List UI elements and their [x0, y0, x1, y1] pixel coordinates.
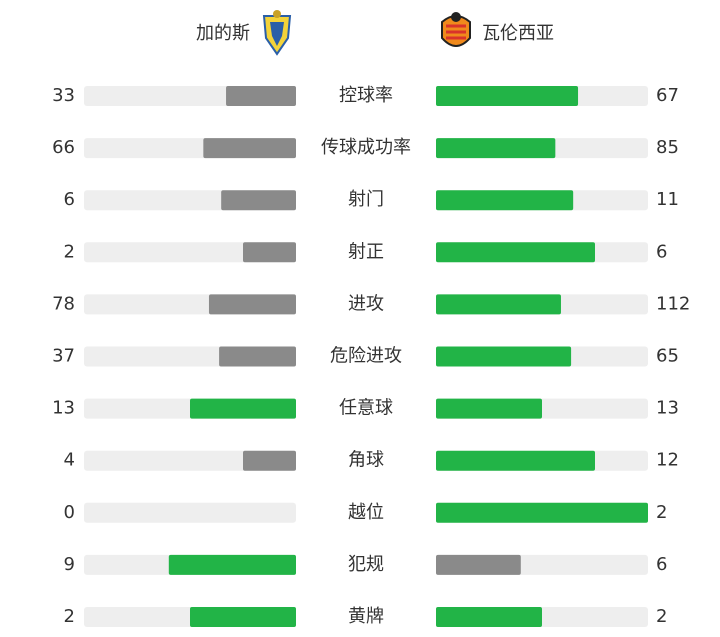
home-bar [190, 607, 296, 627]
stat-label: 任意球 [339, 398, 393, 419]
stat-label: 越位 [348, 502, 384, 523]
away-value: 2 [656, 606, 667, 627]
home-bar [203, 138, 296, 159]
stat-label: 黄牌 [348, 606, 384, 627]
away-bar [436, 242, 595, 263]
stat-label: 控球率 [339, 85, 393, 106]
home-bar [221, 190, 296, 211]
home-bar [226, 86, 296, 106]
home-team-name: 加的斯 [196, 23, 250, 44]
home-value: 33 [52, 85, 75, 106]
away-value: 13 [656, 398, 679, 419]
home-bar [208, 294, 296, 315]
home-value: 6 [64, 189, 75, 210]
away-bar [436, 398, 542, 419]
away-team-name: 瓦伦西亚 [482, 23, 554, 44]
away-value: 2 [656, 502, 667, 523]
stat-label: 射门 [348, 189, 384, 210]
home-logo [262, 10, 292, 56]
stat-label: 角球 [348, 450, 384, 471]
away-logo [441, 12, 471, 47]
away-bar [436, 138, 556, 159]
home-value: 2 [64, 241, 75, 262]
home-value: 78 [52, 293, 75, 314]
home-bar [219, 346, 296, 367]
home-bar [243, 242, 296, 263]
home-bar [168, 554, 296, 575]
stat-label: 射正 [348, 241, 384, 262]
away-bar [436, 190, 574, 211]
home-value: 2 [64, 606, 75, 627]
away-value: 6 [656, 241, 667, 262]
home-track [84, 502, 296, 523]
away-bar [436, 346, 572, 367]
away-bar [436, 607, 542, 627]
away-value: 67 [656, 85, 679, 106]
home-value: 9 [64, 554, 75, 575]
away-value: 11 [656, 189, 679, 210]
away-bar [436, 450, 595, 471]
home-value: 13 [52, 398, 75, 419]
away-value: 65 [656, 346, 679, 367]
away-bar [436, 554, 521, 575]
away-bar [436, 294, 561, 315]
away-value: 6 [656, 554, 667, 575]
stat-label: 犯规 [348, 554, 384, 575]
away-bar [436, 86, 579, 106]
stat-label: 进攻 [348, 293, 384, 314]
stat-label: 传球成功率 [321, 137, 411, 158]
home-value: 37 [52, 346, 75, 367]
home-value: 66 [52, 137, 75, 158]
home-bar [243, 450, 296, 471]
home-bar [190, 398, 296, 419]
away-value: 85 [656, 137, 679, 158]
away-value: 112 [656, 293, 690, 314]
stat-label: 危险进攻 [330, 346, 402, 367]
away-bar [436, 502, 648, 523]
home-value: 0 [64, 502, 75, 523]
away-value: 12 [656, 450, 679, 471]
home-value: 4 [64, 450, 75, 471]
